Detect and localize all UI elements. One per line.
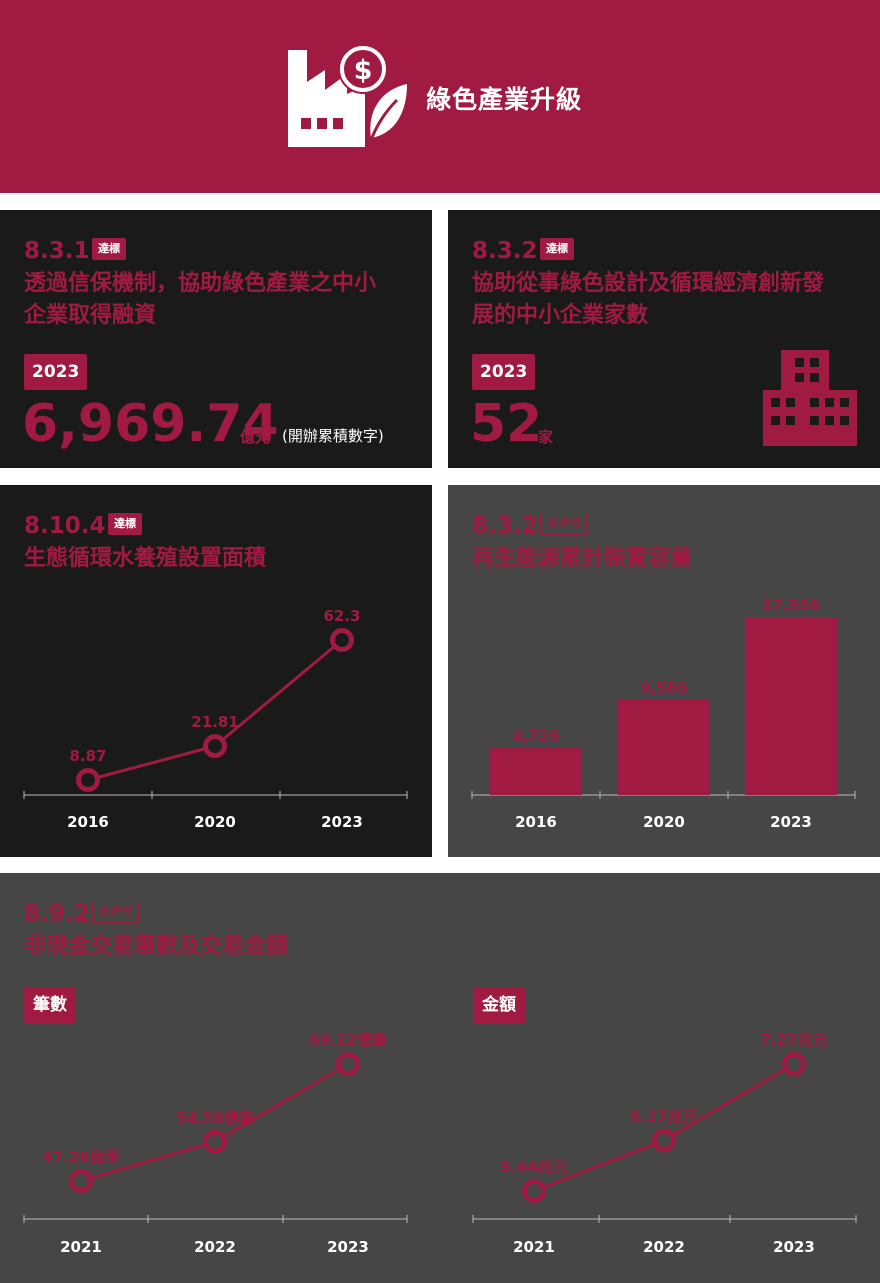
- data-point: [330, 628, 354, 652]
- data-label: 21.81: [191, 713, 238, 731]
- data-label: 69.12億筆: [309, 1031, 386, 1049]
- tab-transaction-amount: 金額: [473, 987, 525, 1023]
- bar: [490, 748, 582, 795]
- indicator-code: 8.3.1: [24, 238, 90, 264]
- bar-value-label: 4,726: [512, 727, 559, 745]
- indicator-unit: 家: [538, 428, 554, 446]
- year-badge: 2023: [24, 354, 88, 390]
- x-tick-label: 2022: [643, 1238, 685, 1256]
- data-label: 8.87: [69, 747, 106, 765]
- data-label: 54.58億筆: [176, 1109, 253, 1127]
- data-point: [522, 1179, 546, 1203]
- data-point: [76, 768, 100, 792]
- data-point: [782, 1052, 806, 1076]
- data-point: [203, 1129, 227, 1154]
- svg-text:$: $: [354, 55, 373, 86]
- data-label: 62.3: [323, 607, 360, 625]
- status-badge: 達標: [540, 238, 574, 260]
- indicator-panel-8-3-2-renewable: 8.3.2 未達標 再生能源累計裝置容量 4,726 2016 9,586 2020 1…: [448, 485, 880, 857]
- indicator-value: 6,969.74: [22, 394, 279, 454]
- x-tick-label: 2021: [513, 1238, 555, 1256]
- indicator-title: 再生能源累計裝置容量: [472, 546, 693, 571]
- x-tick-label: 2023: [773, 1238, 815, 1256]
- x-tick-label: 2023: [327, 1238, 369, 1256]
- indicator-panel-8-3-2-sme: 8.3.2 達標 協助從事綠色設計及循環經濟創新發 展的中小企業家數 2023 …: [448, 210, 880, 468]
- indicator-title-line-2: 企業取得融資: [24, 303, 157, 328]
- x-tick-label: 2021: [60, 1238, 102, 1256]
- indicator-code: 8.3.2: [472, 238, 538, 264]
- transaction-count-line-chart: 47.26億筆 54.58億筆 69.12億筆 2021 2022 2023: [23, 1031, 408, 1256]
- data-label: 5.44兆元: [500, 1158, 567, 1176]
- indicator-title: 非現金交易筆數及交易金額: [24, 934, 289, 959]
- data-point: [336, 1052, 360, 1076]
- indicator-code: 8.10.4: [24, 513, 106, 539]
- data-point: [652, 1128, 676, 1153]
- indicator-note: (開辦累積數字): [282, 427, 384, 445]
- building-icon: [763, 350, 857, 446]
- page-title: 綠色產業升級: [426, 85, 583, 114]
- x-tick-label: 2022: [194, 1238, 236, 1256]
- indicator-panel-8-9-2: 8.9.2 未達標 非現金交易筆數及交易金額 筆數 金額 47.26億筆 54.5…: [0, 873, 880, 1283]
- renewable-bar-chart: 4,726 2016 9,586 2020 17,956 2023: [471, 596, 856, 831]
- data-label: 47.26億筆: [42, 1148, 119, 1166]
- indicator-code: 8.9.2: [24, 901, 90, 927]
- indicator-title-line-1: 協助從事綠色設計及循環經濟創新發: [472, 271, 825, 296]
- indicator-unit: 億元: [240, 428, 271, 446]
- data-label: 7.27兆元: [760, 1031, 827, 1049]
- indicator-panel-8-10-4: 8.10.4 達標 生態循環水養殖設置面積 8.87 21.81 62.3 2016 2…: [0, 485, 432, 857]
- status-badge: 未達標: [540, 513, 587, 535]
- bar-value-label: 9,586: [640, 679, 687, 697]
- indicator-panel-8-3-1: 8.3.1 達標 透過信保機制，協助綠色產業之中小 企業取得融資 2023 6,…: [0, 210, 432, 468]
- indicator-value: 52: [470, 394, 543, 454]
- indicator-title: 生態循環水養殖設置面積: [24, 546, 267, 571]
- indicator-title-line-2: 展的中小企業家數: [472, 303, 649, 328]
- status-badge: 未達標: [92, 901, 139, 923]
- header-banner: $ 綠色產業升級: [0, 0, 880, 193]
- year-badge: 2023: [472, 354, 536, 390]
- x-tick-label: 2016: [67, 813, 109, 831]
- data-point: [69, 1169, 93, 1193]
- x-tick-label: 2023: [770, 813, 812, 831]
- bar-value-label: 17,956: [762, 596, 820, 614]
- bar: [618, 699, 710, 795]
- data-point: [203, 734, 227, 759]
- indicator-title-line-1: 透過信保機制，協助綠色產業之中小: [24, 271, 377, 296]
- x-tick-label: 2023: [321, 813, 363, 831]
- tab-transaction-count: 筆數: [24, 987, 76, 1023]
- x-tick-label: 2020: [194, 813, 236, 831]
- bar: [745, 617, 837, 795]
- status-badge: 達標: [108, 513, 142, 535]
- x-tick-label: 2016: [515, 813, 557, 831]
- series-line: [533, 1062, 795, 1193]
- x-tick-label: 2020: [643, 813, 685, 831]
- series-line: [87, 638, 343, 782]
- factory-money-leaf-icon: $: [288, 44, 407, 147]
- indicator-code: 8.3.2: [472, 513, 538, 539]
- transaction-amount-line-chart: 5.44兆元 6.17兆元 7.27兆元 2021 2022 2023: [472, 1031, 857, 1256]
- status-badge: 達標: [92, 238, 126, 260]
- aquaculture-line-chart: 8.87 21.81 62.3 2016 2020 2023: [23, 607, 408, 831]
- data-label: 6.17兆元: [630, 1107, 697, 1125]
